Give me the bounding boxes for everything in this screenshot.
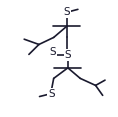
Text: S: S <box>49 47 56 57</box>
Text: S: S <box>48 89 55 99</box>
Text: S: S <box>65 50 71 60</box>
Text: S: S <box>63 7 70 17</box>
